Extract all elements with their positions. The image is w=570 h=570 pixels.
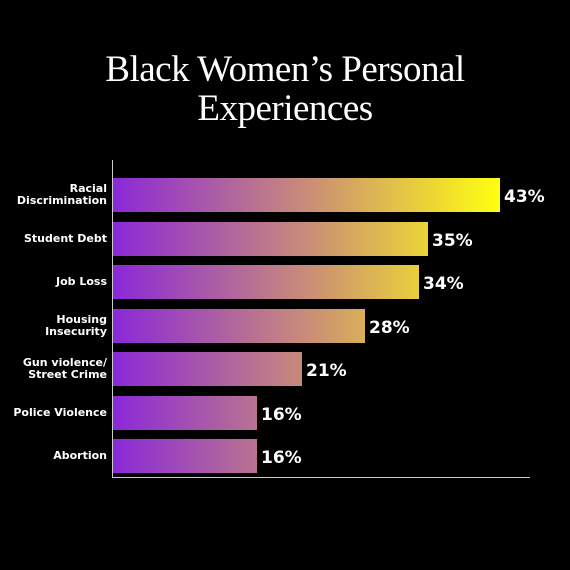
category-label: Gun violence/ Street Crime [22, 356, 107, 381]
bar [113, 352, 302, 386]
bar [113, 308, 365, 343]
bar [113, 178, 500, 212]
bar [113, 395, 257, 430]
category-label: Abortion [53, 449, 107, 462]
value-label: 43% [504, 187, 545, 207]
value-label: 16% [261, 404, 302, 425]
y-axis [112, 160, 113, 478]
bar [113, 439, 257, 473]
bar [113, 221, 428, 256]
category-label: Student Debt [24, 231, 107, 245]
category-label: Racial Discrimination [16, 182, 107, 207]
category-label: Housing Insecurity [45, 312, 107, 338]
value-label: 35% [432, 230, 473, 251]
value-label: 16% [261, 448, 302, 468]
category-label: Police Violence [13, 405, 107, 419]
x-axis [112, 477, 530, 478]
category-label: Job Loss [55, 275, 107, 288]
value-label: 34% [423, 274, 464, 294]
value-label: 21% [306, 361, 347, 381]
value-label: 28% [369, 317, 410, 338]
chart-title: Black Women’s Personal Experiences [105, 49, 465, 129]
bar [113, 265, 419, 299]
